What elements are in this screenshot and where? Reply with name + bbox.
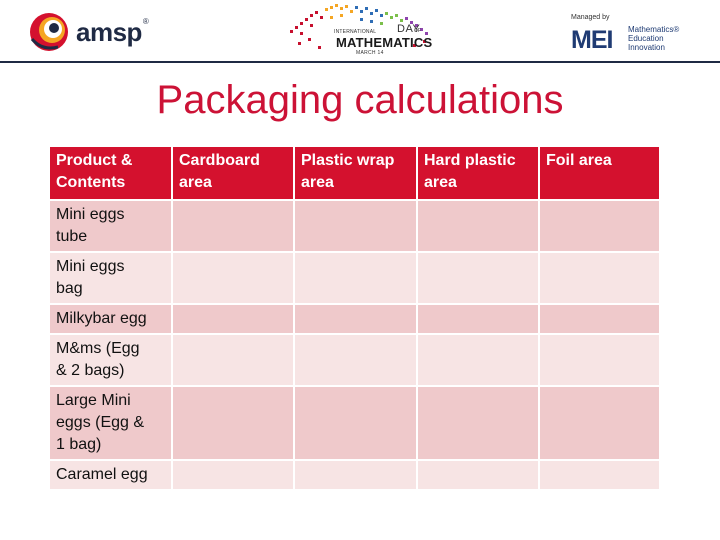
product-cell: Caramel egg <box>48 459 173 491</box>
mei-name: MEI <box>571 26 613 54</box>
table-header-row: Product & Contents Cardboard area Plastic … <box>48 145 661 201</box>
foil-cell[interactable] <box>538 459 661 491</box>
plastic-wrap-cell[interactable] <box>293 303 418 335</box>
product-cell: M&ms (Egg & 2 bags) <box>48 333 173 387</box>
foil-cell[interactable] <box>538 333 661 387</box>
hard-plastic-cell[interactable] <box>416 459 540 491</box>
product-cell: Milkybar egg <box>48 303 173 335</box>
packaging-table: Product & Contents Cardboard area Plastic … <box>48 145 661 491</box>
mei-tagline: Mathematics® Education Innovation <box>628 25 680 52</box>
amsp-wordmark: amsp® <box>76 16 149 47</box>
amsp-logo: amsp® <box>28 10 149 54</box>
page-title: Packaging calculations <box>156 78 564 122</box>
idm-of-label: OF <box>414 28 421 34</box>
plastic-wrap-cell[interactable] <box>293 199 418 253</box>
plastic-wrap-cell[interactable] <box>293 333 418 387</box>
foil-cell[interactable] <box>538 199 661 253</box>
cardboard-cell[interactable] <box>171 385 295 461</box>
table-row: Mini eggs bag <box>48 251 661 305</box>
table-row: Large Mini eggs (Egg & 1 bag) <box>48 385 661 461</box>
foil-cell[interactable] <box>538 251 661 305</box>
table-row: M&ms (Egg & 2 bags) <box>48 333 661 387</box>
idm-mathematics-label: MATHEMATICS <box>336 35 433 50</box>
cardboard-cell[interactable] <box>171 199 295 253</box>
hard-plastic-cell[interactable] <box>416 303 540 335</box>
column-header-hard-plastic: Hard plastic area <box>416 145 540 201</box>
table-row: Milkybar egg <box>48 303 661 335</box>
hard-plastic-cell[interactable] <box>416 199 540 253</box>
mei-wordmark: MEI <box>571 26 613 54</box>
managed-by-label: Managed by <box>571 14 610 21</box>
column-header-cardboard: Cardboard area <box>171 145 295 201</box>
plastic-wrap-cell[interactable] <box>293 459 418 491</box>
hard-plastic-cell[interactable] <box>416 385 540 461</box>
idm-date-label: MARCH 14 <box>356 50 384 56</box>
cardboard-cell[interactable] <box>171 303 295 335</box>
cardboard-cell[interactable] <box>171 459 295 491</box>
product-cell: Mini eggs bag <box>48 251 173 305</box>
column-header-foil: Foil area <box>538 145 661 201</box>
international-day-of-mathematics-logo: INTERNATIONAL DAY OF MATHEMATICS MARCH 1… <box>288 2 436 60</box>
column-header-plastic-wrap: Plastic wrap area <box>293 145 418 201</box>
product-cell: Mini eggs tube <box>48 199 173 253</box>
header-divider <box>0 61 720 63</box>
header-bar: amsp® <box>0 0 720 62</box>
hard-plastic-cell[interactable] <box>416 333 540 387</box>
idm-international-label: INTERNATIONAL <box>334 29 377 35</box>
product-cell: Large Mini eggs (Egg & 1 bag) <box>48 385 173 461</box>
mei-logo: Managed by MEI Mathematics® Education In… <box>568 8 708 56</box>
cardboard-cell[interactable] <box>171 333 295 387</box>
foil-cell[interactable] <box>538 303 661 335</box>
table-row: Caramel egg <box>48 459 661 491</box>
dot-pattern-icon <box>290 4 428 49</box>
plastic-wrap-cell[interactable] <box>293 385 418 461</box>
hard-plastic-cell[interactable] <box>416 251 540 305</box>
idm-day-label: DAY <box>397 23 421 35</box>
cardboard-cell[interactable] <box>171 251 295 305</box>
foil-cell[interactable] <box>538 385 661 461</box>
column-header-product: Product & Contents <box>48 145 173 201</box>
amsp-swirl-icon <box>28 11 70 53</box>
table-row: Mini eggs tube <box>48 199 661 253</box>
plastic-wrap-cell[interactable] <box>293 251 418 305</box>
